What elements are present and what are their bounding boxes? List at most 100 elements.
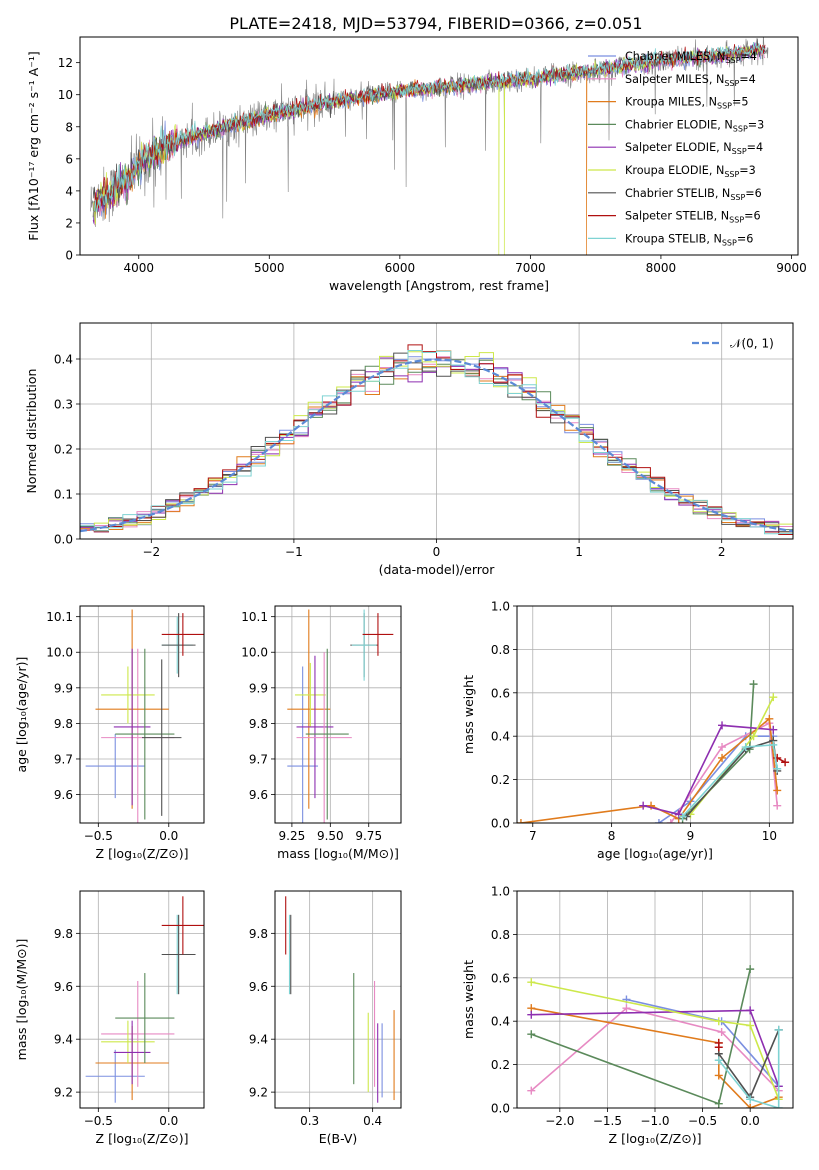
legend-label-main: Kroupa ELODIE, N [625,164,724,177]
y-tick-label: 9.8 [249,927,268,941]
weight-marker [714,1038,723,1047]
y-tick-label: 9.8 [54,927,73,941]
legend-label: Kroupa STELIB, NSSP=6 [625,232,753,247]
legend-label: Chabrier MILES, NSSP=4 [625,50,757,65]
axes-frame [79,322,794,540]
weight-line-salpeter_miles [670,721,778,823]
errorbar-chabrier_elodie [305,648,349,820]
weight-marker [678,812,687,821]
y-tick-label: 6 [65,152,73,166]
weight-line-kroupa_miles [520,717,778,823]
y-axis-label: mass [log₁₀(M/M⊙)] [14,939,29,1061]
legend-label-sub: SSP [732,147,747,156]
y-tick-label: 9.9 [249,681,268,695]
legend-label-sub: SSP [725,56,740,65]
x-tick-label: 0.4 [363,1114,382,1128]
plot-area-age_vs_Z [80,606,204,823]
legend-label-tail: =4 [740,50,757,63]
errorbar-kroupa_miles [287,609,331,809]
x-tick-label: 8000 [646,261,677,275]
errorbar-kroupa_elodie [101,1020,155,1064]
weight-line-kroupa_stelib [718,1029,780,1108]
y-tick-label: 9.6 [54,788,73,802]
y-tick-label: 0.4 [491,730,510,744]
axes-weight_vs_age: 7 8 9 10 0.0 0.2 0.4 0.6 0.8 1.0 age [log₁₀(age/yr… [461,600,794,861]
legend-label-main: Chabrier STELIB, N [625,187,730,200]
legend-label-sub: SSP [733,124,748,133]
y-tick-label: 9.7 [249,752,268,766]
legend-label-sub: SSP [724,79,739,88]
y-tick-label: 10.1 [241,610,268,624]
plot-area-mass_vs_ebv [275,891,401,1108]
y-tick-label: 0.8 [491,928,510,942]
legend-label-main: Chabrier MILES, N [625,50,725,63]
x-axis-label: (data-model)/error [379,562,496,577]
axes-mass_vs_Z: −0.5 0.0 9.2 9.4 9.6 9.8 Z [log₁₀(Z/Z⊙)] mass [… [14,890,205,1146]
errorbar-chabrier_elodie [115,973,175,1064]
y-tick-label: 10.1 [46,610,73,624]
legend-label-tail: =5 [732,96,749,109]
x-tick-label: −2.0 [545,1114,574,1128]
legend-entry: Chabrier ELODIE, NSSP=3 [588,118,764,133]
x-axis-label: Z [log₁₀(Z/Z⊙)] [609,1131,702,1146]
x-tick-label: −1.5 [593,1114,622,1128]
y-axis-label: age [log₁₀(age/yr)] [14,657,29,773]
x-tick-label: 4000 [123,261,154,275]
x-axis-label: mass [log₁₀(M/M⊙)] [277,846,399,861]
legend-label-tail: =3 [748,118,765,131]
errorbar-kroupa_elodie [294,662,326,727]
legend-entry: Salpeter ELODIE, NSSP=4 [588,141,763,156]
errorbar-kroupa_stelib [351,609,377,681]
y-tick-label: 0.0 [491,1102,510,1116]
weight-marker [746,1021,755,1030]
plot-area-mass_vs_Z [80,891,204,1108]
legend-label-tail: =4 [739,73,756,86]
weight-marker [714,1017,723,1026]
y-tick-label: 0.1 [54,488,73,502]
legend-entry: Salpeter MILES, NSSP=4 [588,73,756,88]
errorbar-salpeter_stelib [161,896,204,955]
legend-label-sub: SSP [724,170,739,179]
errorbar-salpeter_miles [101,980,175,1087]
weight-marker [746,1006,755,1015]
weight-line-salpeter_miles [530,1007,780,1092]
y-tick-label: 0 [65,249,73,263]
model-spectrum-chabrier_stelib [92,38,766,207]
x-tick-label: 5000 [254,261,285,275]
y-tick-label: 10.0 [46,646,73,660]
plot-area-weight_vs_Z [517,891,793,1108]
weight-marker [527,1030,536,1039]
y-tick-label: 9.7 [54,752,73,766]
legend-label-sub: SSP [717,102,732,111]
y-tick-label: 0.4 [54,353,73,367]
y-tick-label: 9.6 [249,980,268,994]
y-tick-label: 0.4 [491,1015,510,1029]
legend-entry: Kroupa ELODIE, NSSP=3 [588,164,756,179]
x-tick-label: −2 [142,545,160,559]
legend-label: Salpeter MILES, NSSP=4 [625,73,756,88]
x-tick-label: 0 [433,545,441,559]
y-tick-label: 0.2 [54,443,73,457]
errorbar-salpeter_stelib [161,613,204,656]
x-tick-label: 1 [575,545,583,559]
y-tick-label: 0.3 [54,398,73,412]
legend-label-main: Chabrier ELODIE, N [625,118,733,131]
axes-spectrum: 4000 5000 6000 7000 8000 9000 0 2 4 6 8 10 12 wavelen… [26,36,807,293]
y-tick-label: 4 [65,184,73,198]
histogram-kroupa_stelib [80,350,793,535]
weight-marker [714,1071,723,1080]
legend-entry: Salpeter STELIB, NSSP=6 [588,210,761,225]
weight-marker [741,743,750,752]
x-tick-label: 7 [529,829,537,843]
x-tick-label: −1 [285,545,303,559]
errorbar-salpeter_stelib [362,613,394,656]
normal-curve [80,358,793,533]
legend-entry: Kroupa MILES, NSSP=5 [588,96,748,111]
y-tick-label: 0.0 [491,817,510,831]
legend-label-sub: SSP [722,238,737,247]
weight-marker [714,1056,723,1065]
x-tick-label: 0.3 [300,1114,319,1128]
axes-frame [274,605,402,824]
weight-marker [639,801,648,810]
weight-marker [769,693,778,702]
